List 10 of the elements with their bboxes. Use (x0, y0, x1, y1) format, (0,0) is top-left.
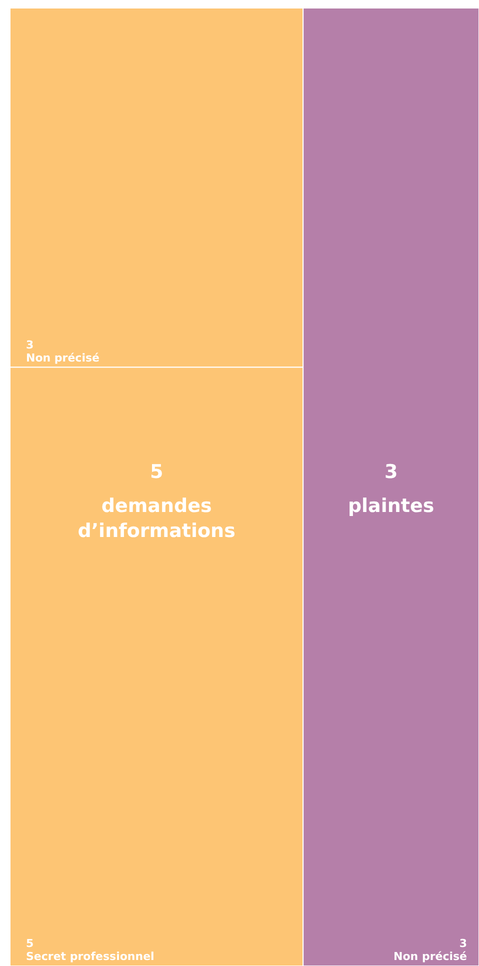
text: 5 (150, 461, 164, 483)
series-label: plaintes (348, 495, 434, 517)
data-label: 3 (459, 937, 467, 950)
data-label: 5 (26, 937, 34, 950)
category-label: Secret professionnel (26, 950, 154, 963)
category-label: Non précisé (26, 351, 100, 364)
text: 3 (384, 461, 398, 483)
data-label: 3 (26, 338, 34, 352)
series-label: demandes d’informations (78, 495, 236, 542)
category-label: Non précisé (394, 950, 467, 963)
